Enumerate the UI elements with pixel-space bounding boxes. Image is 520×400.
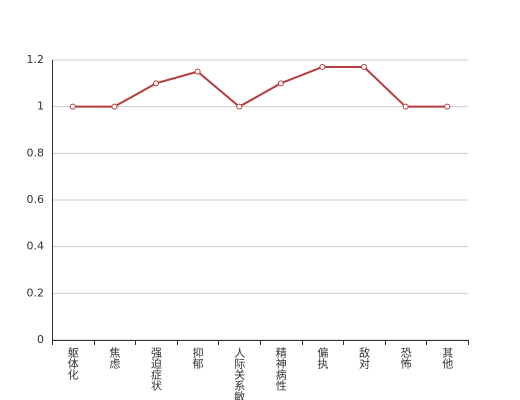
point [153,80,159,87]
x-tick-label: 抑郁 [191,346,204,369]
point [361,64,367,70]
point [402,103,409,110]
x-tick-label: 其他 [441,347,454,369]
y-tick-label: 0.8 [27,146,45,159]
line [72,66,448,108]
x-tick-label: 偏执 [316,346,329,370]
point [69,103,76,110]
x-tick-label: 敌对 [358,346,371,369]
y-tick-label: 1.2 [27,53,45,66]
point [319,64,326,70]
point [444,103,451,110]
x-tick-label: 焦虑 [108,347,121,369]
point [277,80,284,87]
y-tick-label: 1 [37,100,44,113]
x-tick-label: 人际关系敏感 [233,347,246,400]
x-tick-label: 恐怖 [399,347,412,369]
y-tick-label: 0.6 [27,193,45,206]
point [236,103,243,110]
x-tick-label: 躯体化 [66,347,79,381]
x-tick-label: 强迫症状 [150,347,163,391]
y-tick-label: 0.4 [27,240,45,253]
point [194,68,201,75]
y-tick-label: 0 [37,333,44,346]
y-tick-label: 0.2 [27,286,45,299]
x-tick-label: 精神病性 [274,347,287,392]
point [111,103,118,110]
